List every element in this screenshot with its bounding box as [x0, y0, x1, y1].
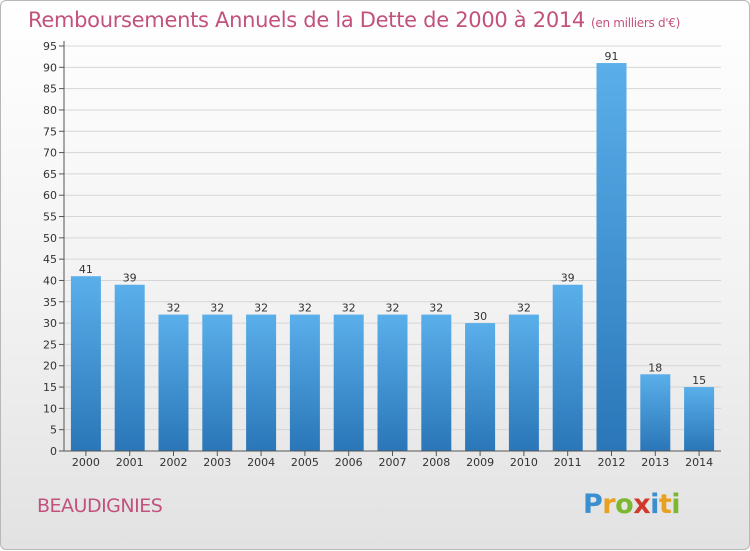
- bar-2010[interactable]: [508, 314, 539, 451]
- bar-2003[interactable]: [202, 314, 233, 451]
- y-tick-label: 90: [43, 61, 57, 74]
- value-label-2001: 39: [123, 272, 137, 285]
- bar-2012[interactable]: [596, 63, 627, 451]
- unit-note: (en milliers d'€): [591, 16, 681, 30]
- value-label-2013: 18: [648, 361, 662, 374]
- value-label-2011: 39: [561, 272, 575, 285]
- bar-2000[interactable]: [70, 276, 101, 451]
- x-tick-label-2000: 2000: [72, 456, 100, 469]
- y-tick-label: 30: [43, 317, 57, 330]
- bar-2004[interactable]: [246, 314, 277, 451]
- x-tick-label-2010: 2010: [510, 456, 538, 469]
- y-tick-label: 60: [43, 189, 57, 202]
- value-label-2005: 32: [298, 302, 312, 315]
- bar-2009[interactable]: [465, 323, 496, 451]
- x-tick-label-2014: 2014: [685, 456, 713, 469]
- y-tick-label: 95: [43, 40, 57, 53]
- y-tick-label: 5: [50, 424, 57, 437]
- value-label-2010: 32: [517, 302, 531, 315]
- logo-letter: P: [583, 489, 603, 520]
- value-label-2006: 32: [342, 302, 356, 315]
- x-tick-label-2006: 2006: [335, 456, 363, 469]
- bar-2001[interactable]: [114, 284, 145, 451]
- y-tick-label: 15: [43, 381, 57, 394]
- x-tick-label-2001: 2001: [116, 456, 144, 469]
- bar-2008[interactable]: [421, 314, 452, 451]
- y-tick-label: 70: [43, 147, 57, 160]
- y-tick-label: 75: [43, 125, 57, 138]
- x-tick-label-2012: 2012: [598, 456, 626, 469]
- x-tick-label-2005: 2005: [291, 456, 319, 469]
- value-label-2008: 32: [429, 302, 443, 315]
- bar-2007[interactable]: [377, 314, 408, 451]
- logo-letter: i: [650, 489, 659, 520]
- y-tick-label: 35: [43, 296, 57, 309]
- x-tick-label-2009: 2009: [466, 456, 494, 469]
- logo-letter: i: [671, 489, 681, 520]
- value-label-2004: 32: [254, 302, 268, 315]
- x-tick-label-2003: 2003: [203, 456, 231, 469]
- y-tick-label: 80: [43, 104, 57, 117]
- y-tick-label: 0: [50, 445, 57, 458]
- x-tick-label-2002: 2002: [160, 456, 188, 469]
- y-tick-label: 55: [43, 211, 57, 224]
- y-tick-label: 40: [43, 274, 57, 287]
- x-tick-label-2007: 2007: [379, 456, 407, 469]
- y-tick-label: 45: [43, 253, 57, 266]
- chart-title: Remboursements Annuels de la Dette de 20…: [28, 8, 680, 32]
- commune-name: BEAUDIGNIES: [37, 495, 163, 517]
- value-label-2014: 15: [692, 374, 706, 387]
- x-tick-label-2008: 2008: [422, 456, 450, 469]
- value-label-2012: 91: [605, 50, 619, 63]
- x-tick-label-2013: 2013: [641, 456, 669, 469]
- logo-letter: t: [658, 489, 672, 520]
- y-tick-label: 50: [43, 232, 57, 245]
- bar-2011[interactable]: [552, 284, 583, 451]
- bar-2014[interactable]: [684, 387, 715, 451]
- logo-letter: r: [602, 489, 616, 520]
- bar-2013[interactable]: [640, 374, 671, 451]
- y-tick-label: 10: [43, 402, 57, 415]
- value-label-2002: 32: [167, 302, 181, 315]
- y-tick-label: 20: [43, 360, 57, 373]
- logo-letter: x: [633, 489, 651, 520]
- value-label-2003: 32: [210, 302, 224, 315]
- y-tick-label: 85: [43, 83, 57, 96]
- title-text: Remboursements Annuels de la Dette de 20…: [28, 8, 585, 32]
- value-label-2009: 30: [473, 310, 487, 323]
- logo-letter: o: [615, 489, 634, 520]
- y-tick-label: 25: [43, 338, 57, 351]
- value-label-2007: 32: [386, 302, 400, 315]
- x-tick-label-2011: 2011: [554, 456, 582, 469]
- y-tick-label: 65: [43, 168, 57, 181]
- bar-2002[interactable]: [158, 314, 189, 451]
- value-label-2000: 41: [79, 263, 93, 276]
- x-tick-label-2004: 2004: [247, 456, 275, 469]
- bar-2006[interactable]: [333, 314, 364, 451]
- proxiti-logo[interactable]: Proxiti: [583, 489, 681, 520]
- bar-2005[interactable]: [289, 314, 320, 451]
